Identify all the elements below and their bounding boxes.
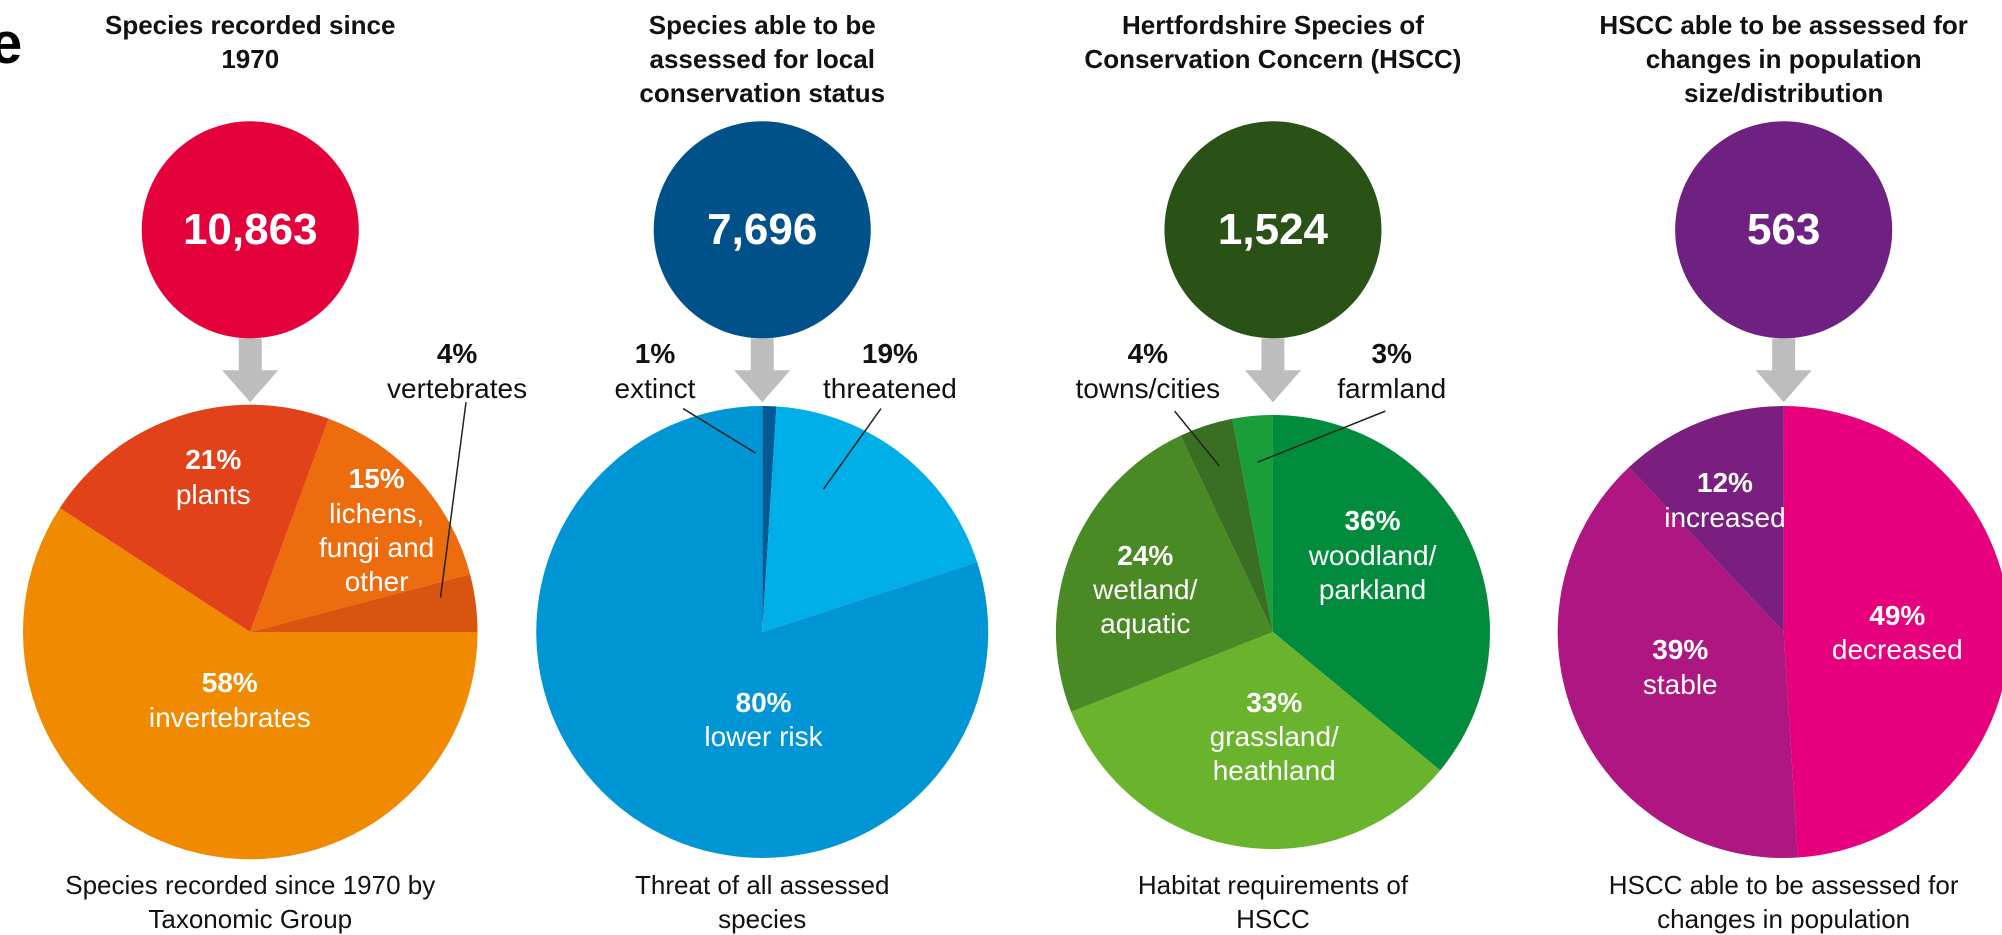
pie-slice	[1180, 418, 1273, 633]
leader-line	[1174, 410, 1220, 467]
total-circle	[1164, 121, 1382, 339]
slice-label: grassland/ heathland	[1209, 721, 1339, 787]
slice-value-label: 58%	[201, 667, 258, 699]
caption: Habitat requirements of HSCC	[1137, 870, 1409, 935]
leader-line	[439, 402, 467, 598]
slice-value-label: 24%	[1117, 539, 1174, 571]
pie-slice	[762, 406, 777, 633]
chart-title: Species able to be assessed for local co…	[639, 9, 886, 108]
leader-line	[1257, 410, 1386, 463]
total-circle	[653, 121, 871, 339]
pie-slice	[1557, 467, 1798, 859]
slice-value-label: 19%	[861, 338, 918, 370]
slice-label: farmland	[1337, 372, 1447, 404]
caption: Threat of all assessed species	[635, 870, 890, 935]
pie-slice	[1071, 632, 1441, 850]
slice-value-label: 1%	[634, 338, 676, 370]
slice-label: stable	[1642, 668, 1718, 700]
pie-slice	[59, 404, 329, 633]
slice-label: plants	[175, 478, 251, 510]
pie-slice	[1232, 414, 1273, 633]
arrow	[1755, 338, 1812, 403]
slice-label: vertebrates	[387, 372, 528, 404]
pie-slice	[762, 406, 978, 633]
slice-label: extinct	[614, 372, 696, 404]
chart-title: Hertfordshire Species of Conservation Co…	[1084, 9, 1462, 74]
slice-label: increased	[1664, 501, 1786, 533]
pie-slice	[1628, 406, 1784, 633]
pie-slice	[536, 406, 989, 858]
total-label: 10,863	[182, 204, 318, 254]
slice-value-label: 39%	[1652, 634, 1709, 666]
title-fragment: e	[0, 11, 23, 76]
pie-slice	[250, 418, 471, 633]
slice-value-label: 4%	[1127, 338, 1169, 370]
slice-value-label: 33%	[1246, 686, 1303, 718]
slice-value-label: 12%	[1696, 467, 1753, 499]
pie-slice	[250, 574, 478, 633]
slice-label: lower risk	[704, 721, 823, 753]
slice-value-label: 80%	[735, 686, 792, 718]
pie-slice	[1272, 414, 1491, 771]
leader-line	[822, 408, 882, 490]
caption: Species recorded since 1970 by Taxonomic…	[65, 870, 436, 935]
total-label: 1,524	[1217, 204, 1329, 254]
slice-label: threatened	[822, 372, 957, 404]
caption: HSCC able to be assessed for changes in …	[1608, 870, 1959, 935]
slice-label: decreased	[1831, 634, 1963, 666]
pie-slice	[1783, 406, 2002, 858]
slice-label: woodland/ parkland	[1308, 539, 1437, 605]
pie-slice	[22, 508, 478, 860]
slice-label: invertebrates	[148, 701, 311, 733]
arrow	[734, 338, 791, 403]
chart-title: HSCC able to be assessed for changes in …	[1599, 9, 1968, 108]
total-circle	[1675, 121, 1893, 339]
slice-value-label: 49%	[1869, 599, 1926, 631]
total-circle	[141, 121, 359, 339]
chart-title: Species recorded since 1970	[105, 9, 396, 74]
slice-value-label: 15%	[348, 463, 405, 495]
slice-value-label: 21%	[185, 444, 242, 476]
slice-label: towns/cities	[1075, 372, 1221, 404]
pie-slice	[1055, 435, 1273, 712]
arrow	[1244, 338, 1302, 403]
slice-value-label: 3%	[1371, 338, 1412, 370]
slice-value-label: 4%	[436, 338, 478, 370]
arrow	[222, 338, 279, 403]
total-label: 7,696	[707, 204, 818, 254]
slice-label: wetland/ aquatic	[1093, 574, 1198, 640]
slice-label: lichens, fungi and other	[319, 497, 435, 597]
leader-line	[682, 407, 757, 454]
total-label: 563	[1746, 204, 1821, 254]
slice-value-label: 36%	[1344, 505, 1401, 537]
